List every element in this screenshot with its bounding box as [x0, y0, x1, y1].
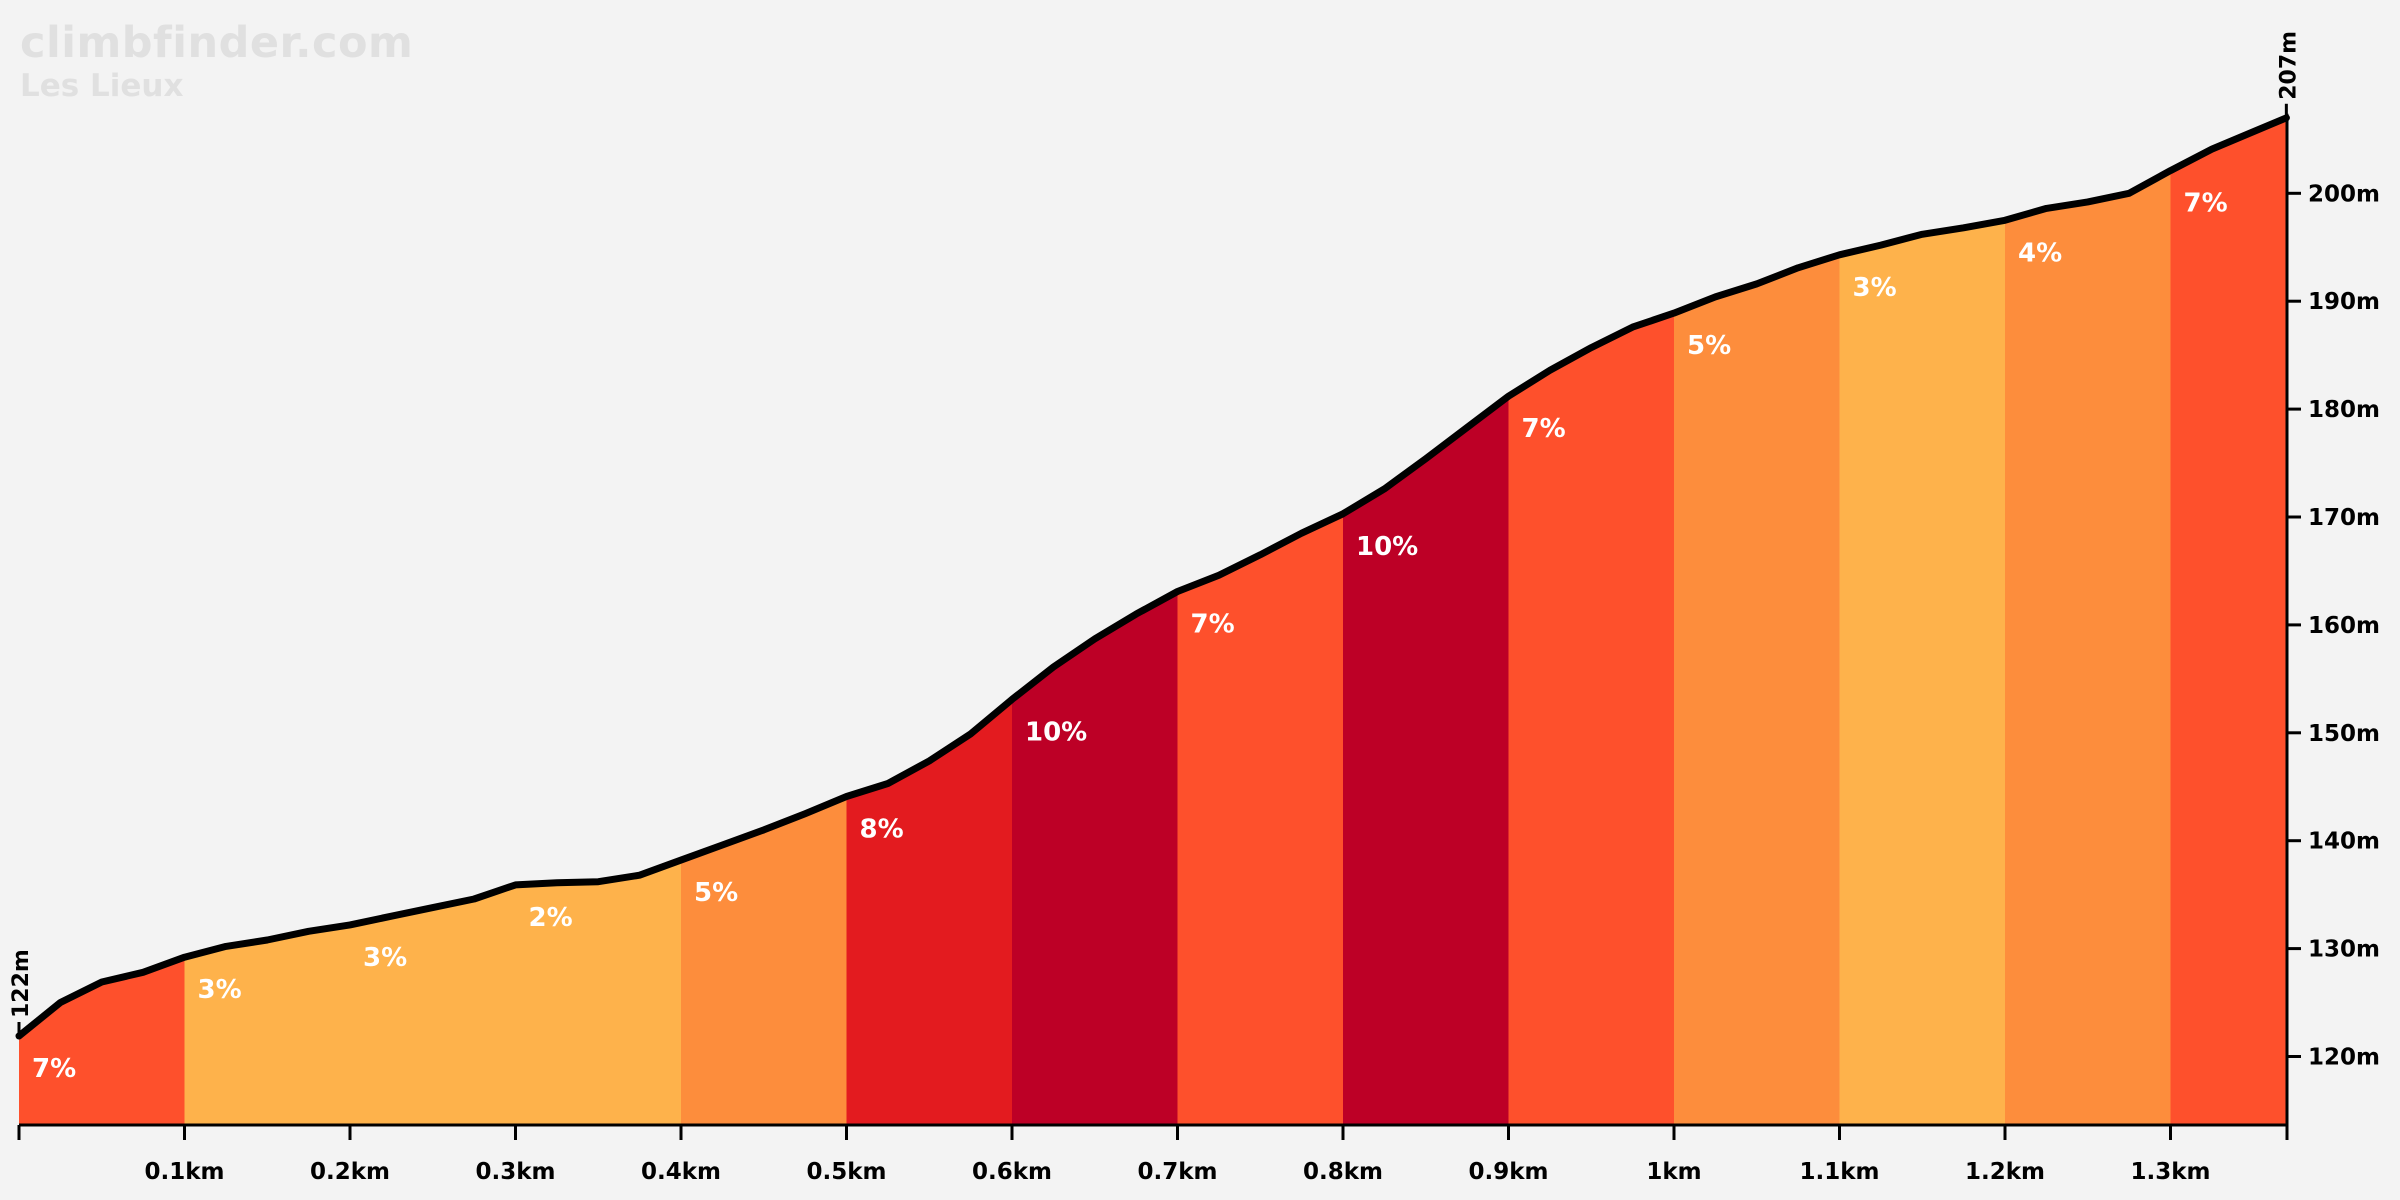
gradient-segment — [1012, 591, 1178, 1125]
x-tick-label: 0.3km — [475, 1159, 555, 1185]
segment-gradient-label: 8% — [860, 814, 904, 844]
segment-gradient-label: 7% — [1522, 414, 1566, 444]
segment-gradient-label: 7% — [2184, 189, 2228, 219]
x-tick-label: 0.7km — [1137, 1159, 1217, 1185]
gradient-segment — [846, 699, 1012, 1125]
y-tick-label: 120m — [2308, 1045, 2380, 1071]
x-tick-label: 0.2km — [310, 1159, 390, 1185]
climb-name: Les Lieux — [20, 68, 184, 104]
segment-gradient-label: 10% — [1356, 532, 1418, 562]
gradient-segment — [681, 796, 847, 1125]
x-tick-label: 1.3km — [2130, 1159, 2210, 1185]
x-tick-label: 0.6km — [972, 1159, 1052, 1185]
gradient-segment — [2005, 170, 2171, 1126]
gradient-segment — [1343, 396, 1509, 1125]
x-tick-label: 1.2km — [1965, 1159, 2045, 1185]
end-elevation-label: 207m — [2276, 31, 2301, 100]
segment-gradient-label: 3% — [198, 975, 242, 1005]
x-tick-label: 0.5km — [806, 1159, 886, 1185]
gradient-segment — [19, 957, 185, 1125]
gradient-segments — [19, 117, 2287, 1126]
gradient-segment — [515, 860, 681, 1125]
segment-gradient-label: 3% — [1853, 273, 1897, 303]
x-tick-label: 0.9km — [1468, 1159, 1548, 1185]
x-tick-label: 0.4km — [641, 1159, 721, 1185]
gradient-segment — [350, 884, 516, 1125]
x-tick-label: 1km — [1646, 1159, 1701, 1185]
y-tick-label: 150m — [2308, 721, 2380, 747]
y-tick-label: 170m — [2308, 505, 2380, 531]
segment-gradient-label: 5% — [694, 878, 738, 908]
gradient-segment — [1177, 513, 1343, 1125]
segment-gradient-label: 7% — [1191, 609, 1235, 639]
y-tick-label: 180m — [2308, 397, 2380, 423]
segment-labels: 7% 3% 3% 2% 5% 8% 10% 7% 10% 7% 5% 3% 4% 7% — [32, 189, 2228, 1084]
gradient-segment — [1674, 254, 1840, 1126]
x-tick-label: 0.8km — [1303, 1159, 1383, 1185]
segment-gradient-label: 3% — [363, 943, 407, 973]
segment-gradient-label: 7% — [32, 1054, 76, 1084]
gradient-segment — [184, 924, 350, 1125]
y-tick-label: 200m — [2308, 181, 2380, 207]
profile-line-layer — [15, 114, 2290, 1040]
segment-gradient-label: 10% — [1025, 717, 1087, 747]
segment-gradient-label: 4% — [2018, 238, 2062, 268]
y-tick-label: 160m — [2308, 613, 2380, 639]
x-tick-label: 0.1km — [144, 1159, 224, 1185]
gradient-segment — [2170, 117, 2287, 1126]
gradient-segment — [1508, 313, 1674, 1126]
brand-watermark: climbfinder.com — [20, 18, 414, 68]
x-tick-label: 1.1km — [1799, 1159, 1879, 1185]
y-tick-label: 140m — [2308, 829, 2380, 855]
start-elevation-label: 122m — [9, 949, 34, 1018]
y-tick-label: 190m — [2308, 289, 2380, 315]
segment-gradient-label: 2% — [529, 903, 573, 933]
axes: 0.1km 0.2km 0.3km 0.4km 0.5km 0.6km 0.7km 0.8km… — [9, 31, 2380, 1185]
y-tick-label: 130m — [2308, 937, 2380, 963]
profile-line — [15, 114, 2290, 1040]
gradient-segment — [1839, 220, 2005, 1126]
segment-gradient-label: 5% — [1687, 331, 1731, 361]
